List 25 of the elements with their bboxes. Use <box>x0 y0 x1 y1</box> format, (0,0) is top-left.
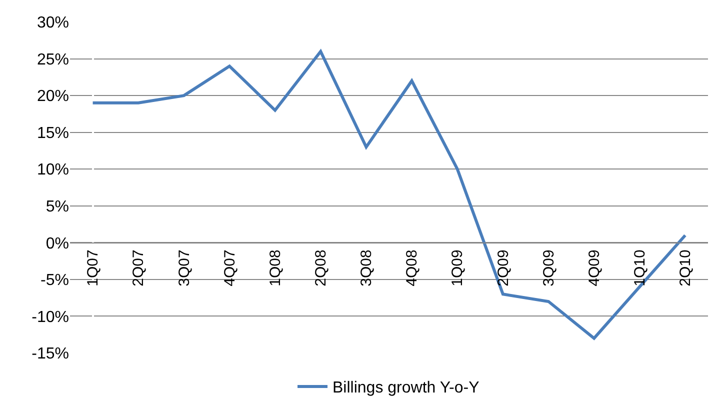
x-tick-label: 1Q10 <box>632 250 649 286</box>
x-tick-label: 3Q07 <box>176 250 193 286</box>
y-tick-label: -5% <box>40 272 69 290</box>
x-tick-label: 1Q08 <box>266 250 284 286</box>
x-tick-label: 4Q09 <box>586 250 603 286</box>
y-tick-label: 15% <box>36 124 69 142</box>
y-tick-label: 30% <box>36 14 69 32</box>
x-tick-label: 4Q08 <box>404 250 421 286</box>
x-tick-label: 1Q07 <box>84 250 102 286</box>
y-tick-label: 20% <box>36 88 69 106</box>
y-tick-label: 0% <box>46 235 69 252</box>
y-tick-label: 5% <box>46 198 69 216</box>
x-tick-label: 2Q10 <box>677 250 694 286</box>
y-tick-label: -15% <box>32 346 69 363</box>
y-tick-label: -10% <box>32 308 69 326</box>
x-tick-label: 3Q09 <box>540 250 558 286</box>
y-tick-label: 25% <box>36 51 69 68</box>
x-tick-label: 3Q08 <box>358 250 376 286</box>
legend-label: Billings growth Y-o-Y <box>332 380 480 397</box>
y-tick-label: 10% <box>36 162 69 179</box>
x-tick-label: 4Q07 <box>221 250 238 286</box>
x-tick-label: 2Q07 <box>130 250 148 286</box>
x-tick-label: 1Q09 <box>449 250 466 286</box>
x-tick-label: 2Q09 <box>494 250 512 286</box>
x-tick-label: 2Q08 <box>312 250 330 286</box>
